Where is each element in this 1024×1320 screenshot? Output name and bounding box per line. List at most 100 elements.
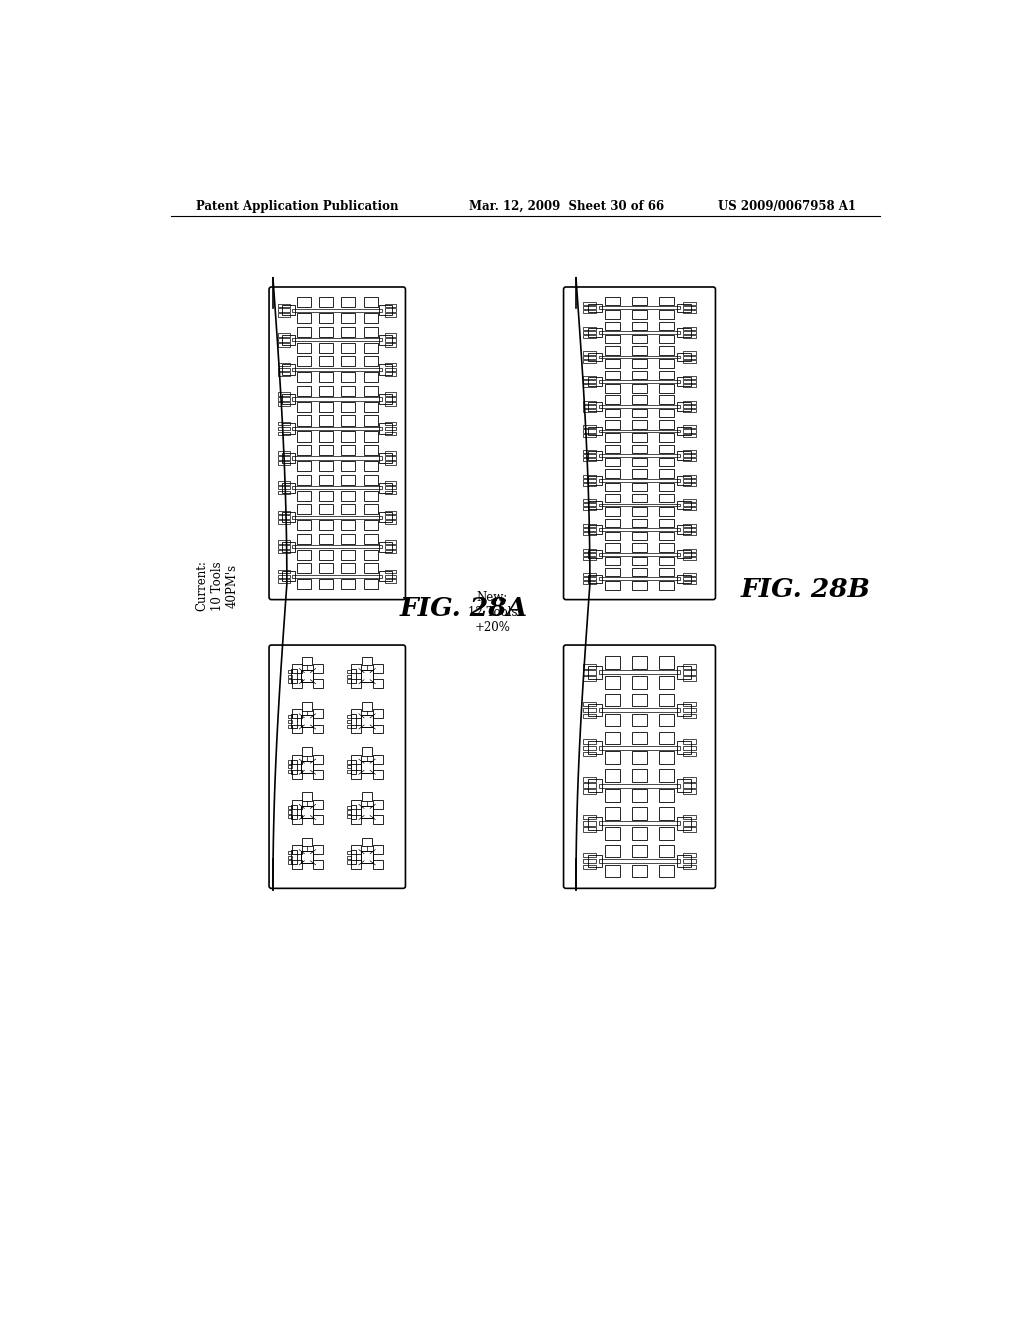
Bar [583,355,596,359]
Bar [364,579,378,590]
Bar [659,494,674,503]
Bar [683,425,696,429]
Bar [683,401,696,404]
Bar [632,789,647,801]
Bar [683,507,696,511]
Bar [385,511,396,515]
Bar [583,553,596,556]
Bar [288,816,292,818]
Bar [292,725,302,734]
Bar [677,817,691,830]
Bar [373,709,383,718]
Bar [279,520,290,524]
Bar [351,669,356,684]
Bar [683,865,696,870]
Bar [351,709,361,718]
Bar [659,322,674,330]
Bar [293,574,382,578]
Bar [341,356,355,367]
Bar [588,574,602,583]
Bar [319,343,333,352]
Bar [659,409,674,417]
Bar [364,432,378,442]
Bar [373,861,383,869]
Bar [379,364,392,375]
Bar [632,656,647,669]
Bar [385,397,396,401]
Bar [379,541,392,552]
Bar [364,504,378,515]
Bar [293,545,382,548]
Bar [279,333,290,337]
Text: FIG. 28B: FIG. 28B [740,577,870,602]
Bar [605,694,620,706]
Bar [319,372,333,383]
Bar [279,550,290,553]
Bar [583,702,596,706]
Bar [301,715,313,727]
Bar [605,445,620,453]
Bar [583,573,596,577]
Bar [683,524,696,527]
Bar [683,789,696,793]
Bar [361,760,373,772]
Bar [583,458,596,461]
Bar [583,302,596,305]
Bar [599,454,680,457]
Bar [632,581,647,590]
Bar [659,826,674,840]
Bar [297,461,310,471]
Bar [605,335,620,343]
Bar [297,385,310,396]
Bar [683,751,696,756]
Bar [364,549,378,560]
Bar [347,669,351,673]
Bar [683,458,696,461]
Bar [347,855,351,859]
Bar [683,853,696,857]
Bar [288,770,292,774]
Bar [677,500,691,510]
Bar [583,814,596,820]
Bar [659,807,674,820]
Bar [683,783,696,788]
Bar [683,331,696,334]
Bar [632,544,647,552]
Bar [385,480,396,484]
Bar [683,708,696,713]
Bar [677,742,691,754]
Bar [279,422,290,425]
Bar [291,714,297,729]
Bar [583,384,596,387]
Bar [599,746,680,750]
Bar [583,306,596,309]
Bar [364,564,378,573]
Bar [583,671,596,675]
Bar [583,853,596,857]
Bar [583,777,596,781]
Bar [583,714,596,718]
Bar [683,429,696,433]
Bar [583,331,596,334]
Bar [364,327,378,337]
Bar [605,845,620,858]
Bar [599,479,680,482]
Bar [605,751,620,764]
Bar [677,667,691,678]
Bar [583,401,596,404]
Bar [279,570,290,573]
Bar [341,343,355,352]
Bar [588,742,602,754]
Bar [283,335,295,345]
Bar [632,297,647,305]
Bar [605,507,620,516]
Bar [283,453,295,463]
Bar [632,335,647,343]
Bar [364,401,378,412]
Bar [659,458,674,466]
Bar [583,310,596,313]
Bar [319,549,333,560]
Bar [677,525,691,533]
Bar [385,426,396,430]
Bar [683,532,696,535]
